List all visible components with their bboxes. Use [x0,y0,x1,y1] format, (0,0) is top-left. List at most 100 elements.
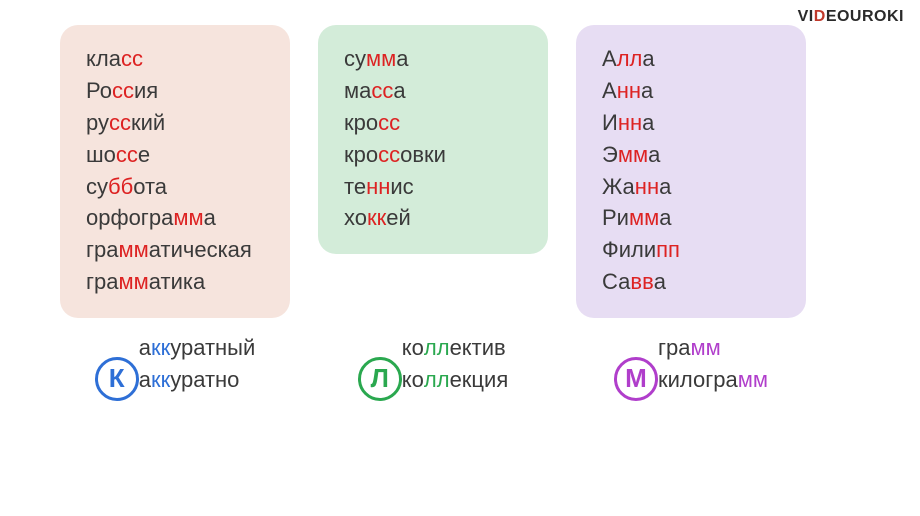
logo-post: EOUROK [826,8,899,25]
word-line: масса [344,75,522,107]
word-pre: ма [344,78,371,103]
word-post: кий [131,110,165,135]
word-pre: гра [86,269,119,294]
word-highlight: кк [151,335,170,360]
word-line: русский [86,107,264,139]
word-pre: шо [86,142,116,167]
word-pre: а [139,335,151,360]
word-post: атика [149,269,205,294]
word-line: орфограмма [86,202,264,234]
word-post: а [654,269,666,294]
word-pre: Жа [602,174,635,199]
letter-badge: М [614,357,658,401]
word-highlight: мм [173,205,203,230]
lower-column: Мграммкилограмм [576,332,806,410]
word-post: а [642,110,654,135]
word-post: а [648,142,660,167]
word-line: суббота [86,171,264,203]
word-line: кроссовки [344,139,522,171]
word-highlight: нн [635,174,659,199]
word-highlight: сс [378,110,400,135]
word-highlight: пп [656,237,680,262]
word-highlight: лл [424,335,450,360]
word-highlight: сс [378,142,400,167]
word-card: классРоссиярусскийшоссесубботаорфограмма… [60,25,290,318]
word-post: а [396,46,408,71]
word-highlight: нн [617,78,641,103]
word-pre: кро [344,142,378,167]
word-highlight: мм [119,269,149,294]
word-post: овки [400,142,446,167]
word-post: а [659,205,671,230]
word-card: суммамассакросскроссовкитеннисхоккей [318,25,548,254]
lower-words: коллективколлекция [402,332,508,396]
word-post: уратный [170,335,255,360]
word-pre: су [344,46,366,71]
word-line: Алла [602,43,780,75]
word-highlight: бб [108,174,133,199]
word-highlight: нн [366,174,390,199]
lower-word-line: грамм [658,332,768,364]
word-pre: орфогра [86,205,173,230]
word-pre: гра [658,335,691,360]
lower-column: Каккуратныйаккуратно [60,332,290,410]
word-pre: кла [86,46,121,71]
word-line: Эмма [602,139,780,171]
word-pre: ко [402,335,424,360]
content-frame: классРоссиярусскийшоссесубботаорфограмма… [10,25,910,505]
word-highlight: мм [119,237,149,262]
card-row: классРоссиярусскийшоссесубботаорфограмма… [10,25,910,318]
word-highlight: сс [121,46,143,71]
word-post: а [204,205,216,230]
word-pre: гра [86,237,119,262]
word-post: ота [133,174,167,199]
word-highlight: кк [367,205,386,230]
word-line: грамматика [86,266,264,298]
word-pre: Фили [602,237,656,262]
word-highlight: вв [630,269,653,294]
lower-word-line: коллекция [402,364,508,396]
word-pre: И [602,110,618,135]
lower-word-line: коллектив [402,332,508,364]
word-pre: Са [602,269,630,294]
word-pre: ру [86,110,109,135]
word-highlight: мм [618,142,648,167]
word-line: Анна [602,75,780,107]
word-pre: а [139,367,151,392]
word-line: грамматическая [86,234,264,266]
word-pre: А [602,46,617,71]
word-line: хоккей [344,202,522,234]
word-pre: хо [344,205,367,230]
word-post: а [659,174,671,199]
lower-words: аккуратныйаккуратно [139,332,256,396]
word-pre: Ро [86,78,112,103]
word-post: а [642,46,654,71]
word-line: Савва [602,266,780,298]
word-pre: ко [402,367,424,392]
word-highlight: сс [109,110,131,135]
word-highlight: кк [151,367,170,392]
word-post: ис [390,174,413,199]
lower-words: граммкилограмм [658,332,768,396]
word-post: ия [134,78,158,103]
lower-word-line: аккуратный [139,332,256,364]
word-highlight: мм [691,335,721,360]
word-highlight: лл [424,367,450,392]
word-line: Филипп [602,234,780,266]
word-pre: А [602,78,617,103]
lower-word-line: килограмм [658,364,768,396]
lower-word-line: аккуратно [139,364,256,396]
letter-badge: Л [358,357,402,401]
lower-row: КаккуратныйаккуратноЛколлективколлекцияМ… [10,318,910,410]
word-post: ей [386,205,411,230]
word-line: класс [86,43,264,75]
word-line: сумма [344,43,522,75]
word-pre: Ри [602,205,629,230]
word-pre: килогра [658,367,738,392]
word-post: атическая [149,237,252,262]
word-highlight: сс [116,142,138,167]
logo-dot: I [899,8,904,25]
word-line: Жанна [602,171,780,203]
word-highlight: мм [629,205,659,230]
word-card: АллаАннаИннаЭммаЖаннаРиммаФилиппСавва [576,25,806,318]
